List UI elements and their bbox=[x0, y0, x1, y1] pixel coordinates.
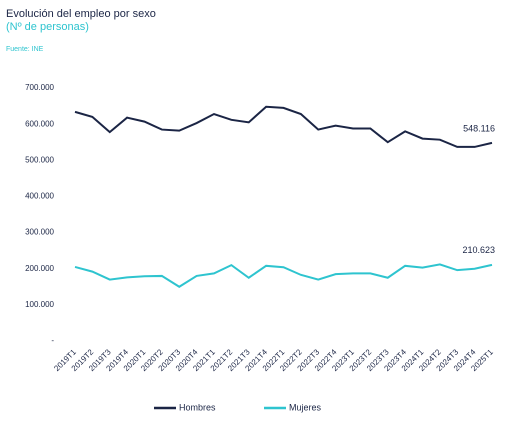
series-line bbox=[74, 105, 493, 148]
data-label: 548.116 bbox=[463, 123, 495, 133]
y-tick-label: 500.000 bbox=[25, 155, 54, 164]
legend-label: Hombres bbox=[179, 402, 216, 412]
y-tick-label: 300.000 bbox=[25, 228, 54, 237]
y-tick-label: 700.000 bbox=[25, 83, 54, 92]
data-label: 210.623 bbox=[462, 245, 495, 255]
y-tick-label: 600.000 bbox=[25, 119, 54, 128]
y-tick-label: 100.000 bbox=[25, 300, 54, 309]
y-tick-label: - bbox=[51, 336, 54, 345]
legend-label: Mujeres bbox=[289, 402, 322, 412]
y-tick-label: 200.000 bbox=[25, 264, 54, 273]
source: Fuente: INE bbox=[6, 46, 44, 53]
chart-title: Evolución del empleo por sexo bbox=[6, 8, 156, 20]
chart-subtitle: (Nº de personas) bbox=[6, 21, 89, 33]
series-line bbox=[74, 263, 493, 288]
y-tick-label: 400.000 bbox=[25, 192, 54, 201]
